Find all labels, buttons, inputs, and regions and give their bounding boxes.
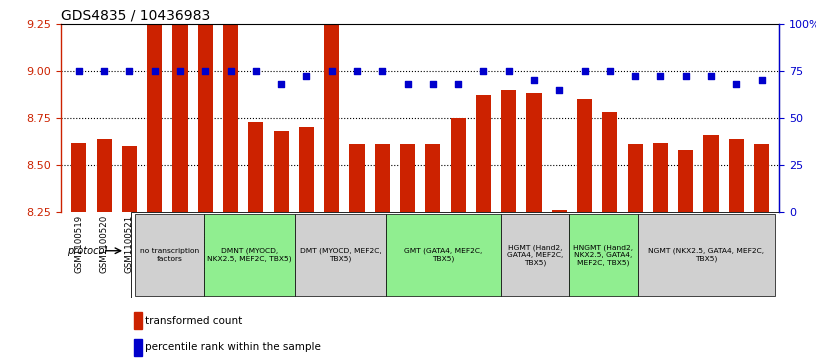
Bar (425, 144, 441, 212)
Point (426, 81, 439, 87)
Point (755, 77, 768, 83)
Bar (602, 112, 618, 212)
Point (73, 68, 86, 74)
Bar (299, 127, 314, 212)
Point (704, 74, 717, 79)
Point (199, 68, 212, 74)
Point (250, 68, 263, 74)
FancyBboxPatch shape (637, 214, 774, 296)
Text: transformed count: transformed count (144, 315, 242, 326)
Point (603, 68, 616, 74)
Text: percentile rank within the sample: percentile rank within the sample (144, 342, 321, 352)
Bar (197, 24, 213, 212)
Bar (147, 24, 162, 212)
Text: HGMT (Hand2,
GATA4, MEF2C,
TBX5): HGMT (Hand2, GATA4, MEF2C, TBX5) (507, 244, 563, 266)
Bar (703, 135, 719, 212)
Point (552, 87, 565, 93)
Bar (400, 144, 415, 212)
Bar (526, 93, 542, 212)
Bar (552, 211, 567, 212)
Point (502, 68, 515, 74)
Point (527, 77, 540, 83)
Bar (324, 24, 339, 212)
Bar (349, 144, 365, 212)
Point (477, 68, 490, 74)
Bar (96, 139, 112, 212)
Point (351, 68, 364, 74)
Text: GDS4835 / 10436983: GDS4835 / 10436983 (61, 8, 211, 23)
Bar (134, 312, 142, 329)
Text: DMNT (MYOCD,
NKX2.5, MEF2C, TBX5): DMNT (MYOCD, NKX2.5, MEF2C, TBX5) (207, 248, 291, 262)
Point (98, 68, 111, 74)
Bar (172, 24, 188, 212)
Bar (577, 99, 592, 212)
Point (628, 74, 641, 79)
Point (401, 81, 415, 87)
Bar (223, 24, 238, 212)
Bar (375, 144, 390, 212)
Bar (628, 144, 643, 212)
Point (123, 68, 136, 74)
Point (451, 81, 464, 87)
Text: HNGMT (Hand2,
NKX2.5, GATA4,
MEF2C, TBX5): HNGMT (Hand2, NKX2.5, GATA4, MEF2C, TBX5… (574, 244, 633, 266)
Bar (678, 150, 694, 212)
FancyBboxPatch shape (295, 214, 387, 296)
Text: protocol: protocol (67, 246, 107, 256)
Point (730, 81, 743, 87)
FancyBboxPatch shape (135, 214, 204, 296)
Bar (754, 144, 769, 212)
Point (300, 74, 313, 79)
Text: NGMT (NKX2.5, GATA4, MEF2C,
TBX5): NGMT (NKX2.5, GATA4, MEF2C, TBX5) (648, 248, 765, 262)
Bar (476, 95, 491, 212)
Bar (248, 122, 264, 212)
Point (174, 68, 187, 74)
Text: GMT (GATA4, MEF2C,
TBX5): GMT (GATA4, MEF2C, TBX5) (404, 248, 483, 262)
Bar (729, 139, 744, 212)
FancyBboxPatch shape (569, 214, 637, 296)
Point (149, 68, 162, 74)
Point (326, 68, 339, 74)
Bar (653, 143, 668, 212)
Bar (501, 90, 517, 212)
Point (275, 81, 288, 87)
FancyBboxPatch shape (500, 214, 569, 296)
Point (376, 68, 389, 74)
Bar (122, 146, 137, 212)
Bar (273, 131, 289, 212)
Bar (134, 339, 142, 356)
Point (679, 74, 692, 79)
Point (578, 68, 591, 74)
Bar (71, 143, 86, 212)
Bar (450, 118, 466, 212)
Text: DMT (MYOCD, MEF2C,
TBX5): DMT (MYOCD, MEF2C, TBX5) (299, 248, 382, 262)
Text: no transcription
factors: no transcription factors (140, 248, 199, 262)
FancyBboxPatch shape (387, 214, 500, 296)
Point (654, 74, 667, 79)
FancyBboxPatch shape (204, 214, 295, 296)
Point (224, 68, 237, 74)
